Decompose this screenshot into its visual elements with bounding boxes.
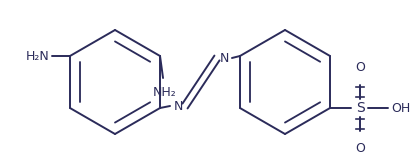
Text: S: S — [356, 101, 365, 115]
Text: OH: OH — [391, 102, 410, 114]
Text: N: N — [173, 99, 183, 112]
Text: N: N — [219, 52, 228, 65]
Text: NH₂: NH₂ — [153, 86, 177, 99]
Text: O: O — [355, 142, 365, 155]
Text: H₂N: H₂N — [26, 50, 50, 62]
Text: O: O — [355, 61, 365, 74]
